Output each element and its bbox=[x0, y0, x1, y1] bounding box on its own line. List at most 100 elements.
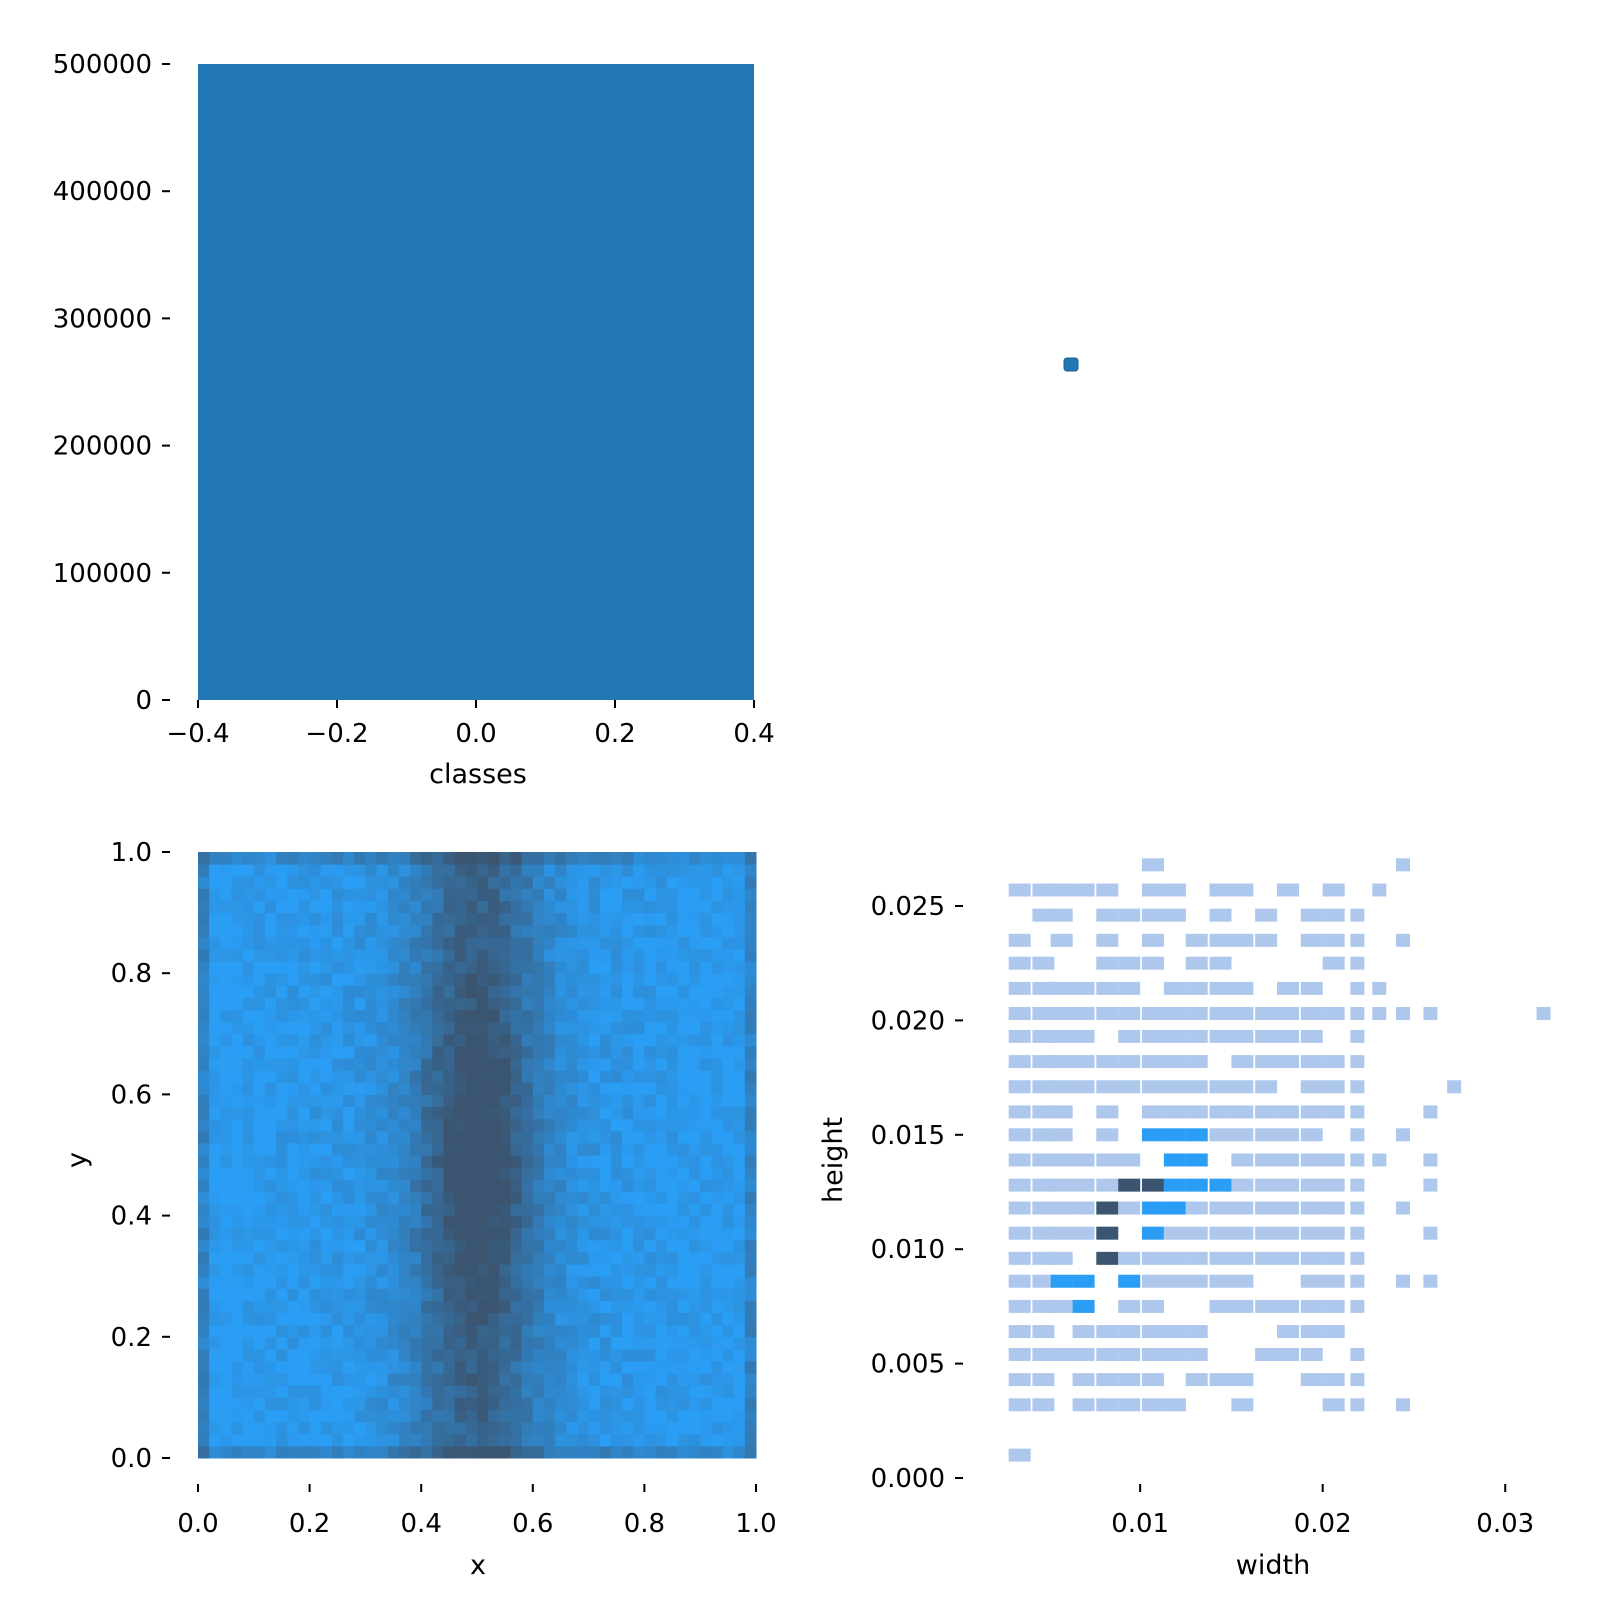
xy-heatmap-cell bbox=[287, 1142, 299, 1156]
xy-heatmap-cell bbox=[566, 1433, 578, 1447]
xy-heatmap-cell bbox=[365, 1239, 378, 1253]
xy-heatmap-cell bbox=[231, 1191, 244, 1204]
xy-heatmap-cell bbox=[711, 1348, 724, 1362]
xy-heatmap-cell bbox=[365, 1276, 378, 1289]
xy-heatmap-cell bbox=[376, 900, 389, 914]
xy-heatmap-cell bbox=[633, 864, 645, 877]
xy-heatmap-cell bbox=[488, 1348, 500, 1362]
xy-heatmap-cell bbox=[264, 1227, 277, 1241]
xy-heatmap-cell bbox=[421, 1348, 433, 1362]
xy-heatmap-cell bbox=[253, 1348, 266, 1362]
xy-heatmap-cell bbox=[543, 1179, 556, 1192]
xy-heatmap-cell bbox=[566, 1142, 578, 1156]
xy-heatmap-cell bbox=[689, 1239, 701, 1253]
xy-heatmap-cell bbox=[566, 1385, 578, 1398]
xy-heatmap-cell bbox=[432, 1203, 445, 1217]
xy-heatmap-cell bbox=[722, 1409, 735, 1423]
xy-heatmap-cell bbox=[666, 1251, 679, 1265]
xy-heatmap-cell bbox=[376, 1385, 389, 1398]
wh-histogram-cells bbox=[1008, 858, 1551, 1462]
wh-histogram-cell bbox=[1231, 1055, 1254, 1069]
xy-heatmap-cell bbox=[365, 1397, 378, 1411]
xy-heatmap-cell bbox=[499, 924, 511, 938]
xy-heatmap-cell bbox=[320, 1070, 333, 1083]
xy-heatmap-cell bbox=[555, 1397, 567, 1411]
xy-heatmap-cell bbox=[722, 1106, 735, 1120]
xy-heatmap-cell bbox=[577, 1324, 590, 1338]
xy-heatmap-cell bbox=[298, 936, 311, 950]
xy-heatmap-cell bbox=[711, 1167, 724, 1180]
classes-x-axis-label: classes bbox=[429, 759, 527, 790]
xy-heatmap-cell bbox=[253, 1094, 266, 1108]
xy-heatmap-cell bbox=[655, 1070, 668, 1083]
wh-histogram-cell bbox=[1255, 1055, 1278, 1069]
xy-heatmap-cell bbox=[633, 1373, 645, 1386]
xy-heatmap-cell bbox=[722, 1239, 735, 1253]
xy-heatmap-cell bbox=[521, 876, 534, 889]
xy-heatmap-cell bbox=[599, 997, 612, 1011]
wh-histogram-cell bbox=[1072, 883, 1095, 897]
xy-heatmap-cell bbox=[320, 1276, 333, 1289]
xy-heatmap-cell bbox=[410, 1106, 422, 1120]
xy-heatmap-cell bbox=[477, 900, 489, 914]
xy-heatmap-cell bbox=[744, 973, 757, 986]
xy-heatmap-cell bbox=[209, 1106, 221, 1120]
xy-heatmap-cell bbox=[410, 1433, 422, 1447]
wh-histogram-cell bbox=[1350, 1398, 1365, 1412]
xy-heatmap-cell bbox=[343, 985, 355, 998]
xy-heatmap-cell bbox=[376, 1433, 389, 1447]
xy-heatmap-cell bbox=[309, 1070, 322, 1083]
xy-heatmap-cell bbox=[610, 948, 623, 962]
xy-heatmap-cell bbox=[320, 1106, 333, 1120]
wh-histogram-cell bbox=[1141, 1398, 1164, 1412]
xy-heatmap-cell bbox=[666, 900, 679, 914]
xy-heatmap-cell bbox=[711, 997, 724, 1011]
xy-heatmap-cell bbox=[689, 888, 701, 901]
wh-histogram-cell bbox=[1163, 1055, 1186, 1069]
xy-heatmap-cell bbox=[387, 1167, 400, 1180]
xy-heatmap-cell bbox=[354, 1373, 366, 1386]
xy-heatmap-cell bbox=[331, 912, 344, 926]
xy-heatmap-cell bbox=[610, 1009, 623, 1023]
xy-heatmap-cell bbox=[465, 961, 478, 974]
xy-heatmap-cell bbox=[276, 1421, 288, 1435]
xy-heatmap-cell bbox=[577, 948, 590, 962]
xy-heatmap-cell bbox=[666, 912, 679, 926]
xy-heatmap-cell bbox=[242, 900, 255, 914]
xy-heatmap-cell bbox=[733, 1058, 746, 1071]
xy-heatmap-cell bbox=[421, 888, 433, 901]
xy-heatmap-cell bbox=[465, 1361, 478, 1374]
xy-heatmap-cell bbox=[488, 1094, 500, 1108]
xy-heatmap-cell bbox=[566, 1348, 578, 1362]
wh-histogram-cell bbox=[1350, 956, 1365, 970]
xy-heatmap-cell bbox=[744, 997, 757, 1011]
xy-heatmap-cell bbox=[231, 1324, 244, 1338]
xy-heatmap-cell bbox=[253, 852, 266, 865]
xy-heatmap-cell bbox=[744, 1276, 757, 1289]
xy-heatmap-cell bbox=[421, 1130, 433, 1144]
xy-heatmap-cell bbox=[287, 876, 299, 889]
xy-heatmap-cell bbox=[700, 1264, 712, 1277]
xy-heatmap-cell bbox=[287, 1058, 299, 1071]
xy-heatmap-cell bbox=[320, 1264, 333, 1277]
xy-heatmap-cell bbox=[331, 852, 344, 865]
xy-heatmap-cell bbox=[320, 1179, 333, 1192]
xy-heatmap-cell bbox=[376, 1058, 389, 1071]
wh-histogram-cell bbox=[1277, 1128, 1300, 1142]
xy-heatmap-cell bbox=[354, 1082, 366, 1095]
xy-heatmap-cell bbox=[320, 1361, 333, 1374]
xy-heatmap-cell bbox=[443, 1106, 456, 1120]
xy-heatmap-cell bbox=[566, 936, 578, 950]
xy-heatmap-cell bbox=[454, 1409, 467, 1423]
xy-heatmap-cell bbox=[644, 1227, 657, 1241]
xy-heatmap-cell bbox=[387, 1021, 400, 1035]
xy-heatmap-cell bbox=[454, 1373, 467, 1386]
wh-histogram-cell bbox=[1072, 1274, 1095, 1288]
xy-heatmap-cell bbox=[387, 948, 400, 962]
xy-heatmap-cell bbox=[744, 1215, 757, 1229]
xy-heatmap-cell bbox=[309, 1009, 322, 1023]
wh-histogram-cell bbox=[1050, 1347, 1073, 1361]
xy-heatmap-cell bbox=[599, 1191, 612, 1204]
xy-heatmap-cell bbox=[231, 1445, 244, 1459]
xy-heatmap-cell bbox=[677, 1155, 690, 1168]
